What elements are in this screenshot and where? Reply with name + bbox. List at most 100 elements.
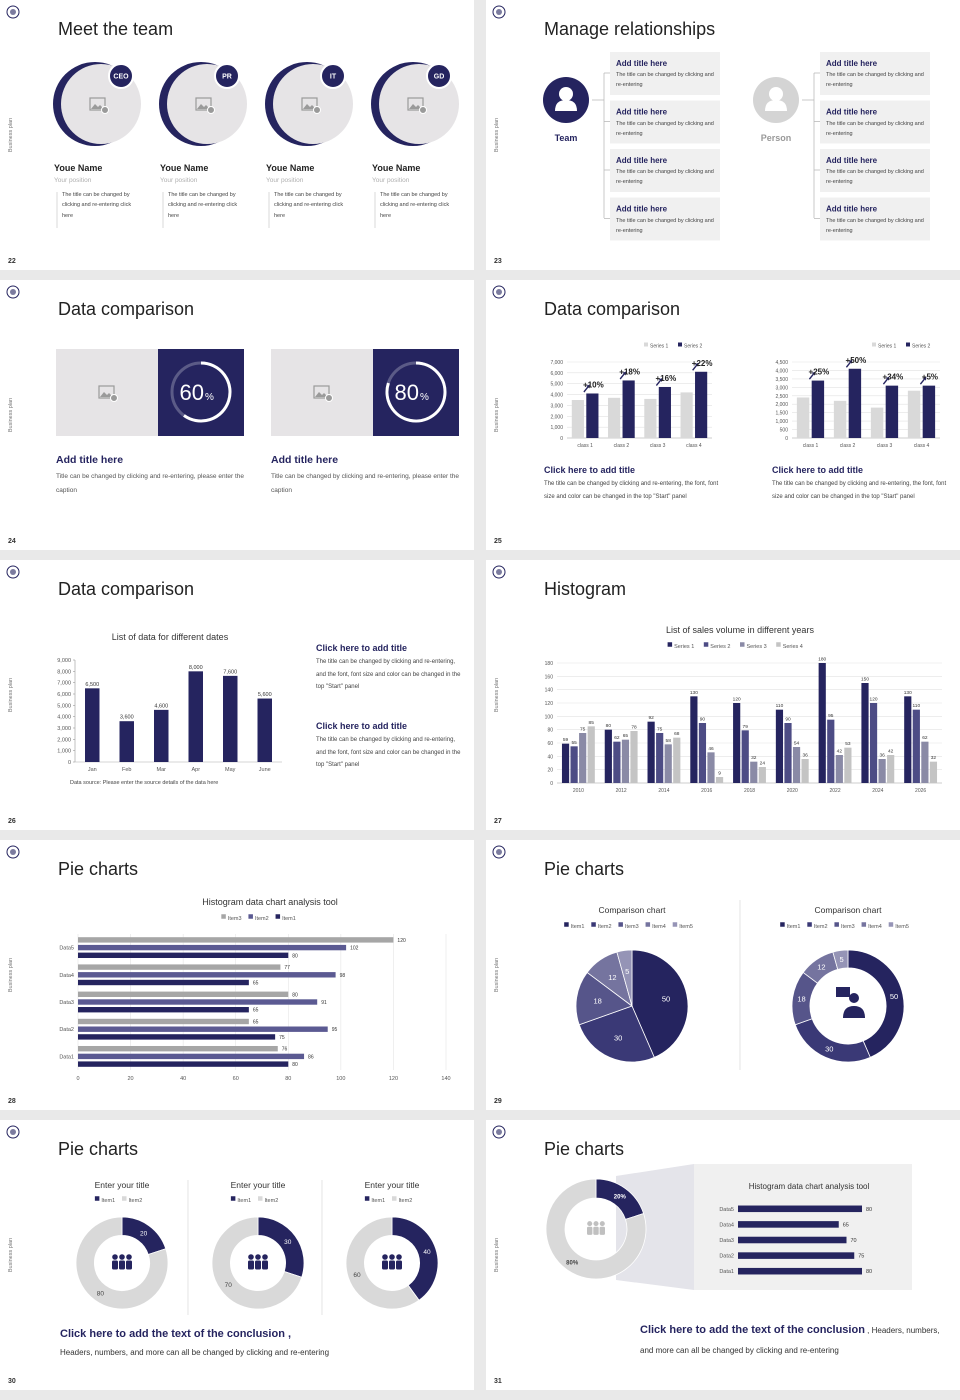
side-label: Business plan <box>8 398 14 432</box>
text-block: Title can be changed by clicking and re-… <box>56 473 244 494</box>
value-label: 18 <box>797 994 805 1003</box>
image-icon <box>98 385 115 399</box>
y-tick-label: 3,000 <box>550 403 563 409</box>
x-tick-label: Jan <box>88 767 97 773</box>
paragraph: The title can be changed by clicking and… <box>316 659 461 691</box>
y-tick-label: 3,500 <box>775 377 788 383</box>
bar <box>738 1236 847 1244</box>
legend-label: Item5 <box>895 924 909 930</box>
y-tick-label: 4,000 <box>57 715 71 721</box>
item-box <box>820 52 930 95</box>
x-tick-label: 2012 <box>616 788 627 794</box>
y-tick-label: 180 <box>545 661 554 667</box>
image-box <box>271 349 373 436</box>
value-label: 58 <box>666 738 672 744</box>
side-label: Business plan <box>494 1238 500 1272</box>
bar <box>907 390 921 438</box>
value-label: 86 <box>308 1054 314 1060</box>
chart-title: Enter your title <box>365 1180 420 1190</box>
bar <box>827 719 835 783</box>
arrow-icon <box>882 376 890 385</box>
bar <box>801 759 809 783</box>
people-icon <box>396 1254 402 1260</box>
value-label: 65 <box>843 1222 849 1228</box>
slide-title: Pie charts <box>544 1139 624 1159</box>
people-icon <box>248 1260 254 1270</box>
image-icon <box>419 106 427 114</box>
value-label: 90 <box>700 717 706 723</box>
member-position: Your position <box>266 177 304 184</box>
bar <box>154 709 169 762</box>
badge-label: GD <box>434 74 445 81</box>
pie-slice <box>75 1216 169 1310</box>
bar <box>784 723 792 783</box>
paragraph: The title can be changed by clicking and… <box>826 169 924 186</box>
bar <box>792 747 801 783</box>
text-block: The title can be changed by clicking and… <box>826 121 924 137</box>
y-tick-label: 20 <box>547 768 553 774</box>
bar <box>78 964 281 970</box>
people-icon <box>262 1254 268 1260</box>
y-tick-label: 2,000 <box>550 414 563 420</box>
value-label: 120 <box>733 697 741 703</box>
value-label: 36 <box>879 753 885 759</box>
value-label: 95 <box>828 713 834 719</box>
bar <box>796 397 810 438</box>
x-tick-label: 0 <box>76 1076 79 1082</box>
logo <box>10 569 16 575</box>
annotation: +16% <box>656 374 677 383</box>
paragraph: The title can be changed by clicking and… <box>544 481 719 500</box>
bar <box>750 761 758 783</box>
x-tick-label: 60 <box>233 1076 239 1082</box>
bar <box>579 733 587 783</box>
slide-number: 26 <box>8 818 16 825</box>
bar <box>811 380 825 438</box>
y-tick-label: 6,000 <box>57 692 71 698</box>
side-label: Business plan <box>8 118 14 152</box>
member-name: Youe Name <box>266 163 314 173</box>
item-box <box>820 100 930 144</box>
x-tick-label: 2020 <box>787 788 798 794</box>
bar <box>604 729 612 783</box>
value-label: 65 <box>253 1019 259 1025</box>
image-icon <box>313 385 330 399</box>
legend-label: Series 2 <box>912 344 931 350</box>
people-icon <box>593 1221 599 1227</box>
badge <box>426 63 452 89</box>
block-title: Click here to add title <box>316 721 407 731</box>
side-label: Business plan <box>494 118 500 152</box>
y-tick-label: Data5 <box>59 946 74 952</box>
chart-title: Comparison chart <box>814 905 882 915</box>
people-icon <box>587 1226 593 1235</box>
people-icon <box>119 1254 125 1260</box>
value-label: 5 <box>625 967 629 976</box>
paragraph: The title can be changed by clicking and… <box>826 72 924 89</box>
value-label: 32 <box>751 755 757 761</box>
item-title: Add title here <box>826 156 878 165</box>
legend-swatch <box>221 914 226 919</box>
legend-label: Item1 <box>371 1198 385 1204</box>
x-tick-label: 2026 <box>915 788 926 794</box>
side-label: Business plan <box>8 678 14 712</box>
paragraph: The title can be changed by clicking and… <box>772 481 947 500</box>
y-tick-label: 500 <box>780 428 789 434</box>
x-tick-label: class 4 <box>686 443 702 449</box>
bar <box>658 386 671 438</box>
logo <box>10 9 16 15</box>
value-label: 76 <box>282 1047 288 1053</box>
y-tick-label: 0 <box>785 436 788 442</box>
side-label: Business plan <box>8 1238 14 1272</box>
y-tick-label: Data2 <box>719 1254 734 1260</box>
legend-swatch <box>861 922 867 927</box>
legend-label: Item2 <box>255 916 269 922</box>
people-icon <box>255 1254 261 1260</box>
legend-swatch <box>248 914 253 919</box>
bar <box>586 393 599 438</box>
image-icon <box>207 106 215 114</box>
bar <box>695 371 708 438</box>
legend-swatch <box>834 922 839 927</box>
x-tick-label: class 3 <box>650 443 666 449</box>
value-label: 68 <box>674 731 680 737</box>
people-icon <box>593 1226 599 1235</box>
slide-title: Data comparison <box>544 299 680 319</box>
